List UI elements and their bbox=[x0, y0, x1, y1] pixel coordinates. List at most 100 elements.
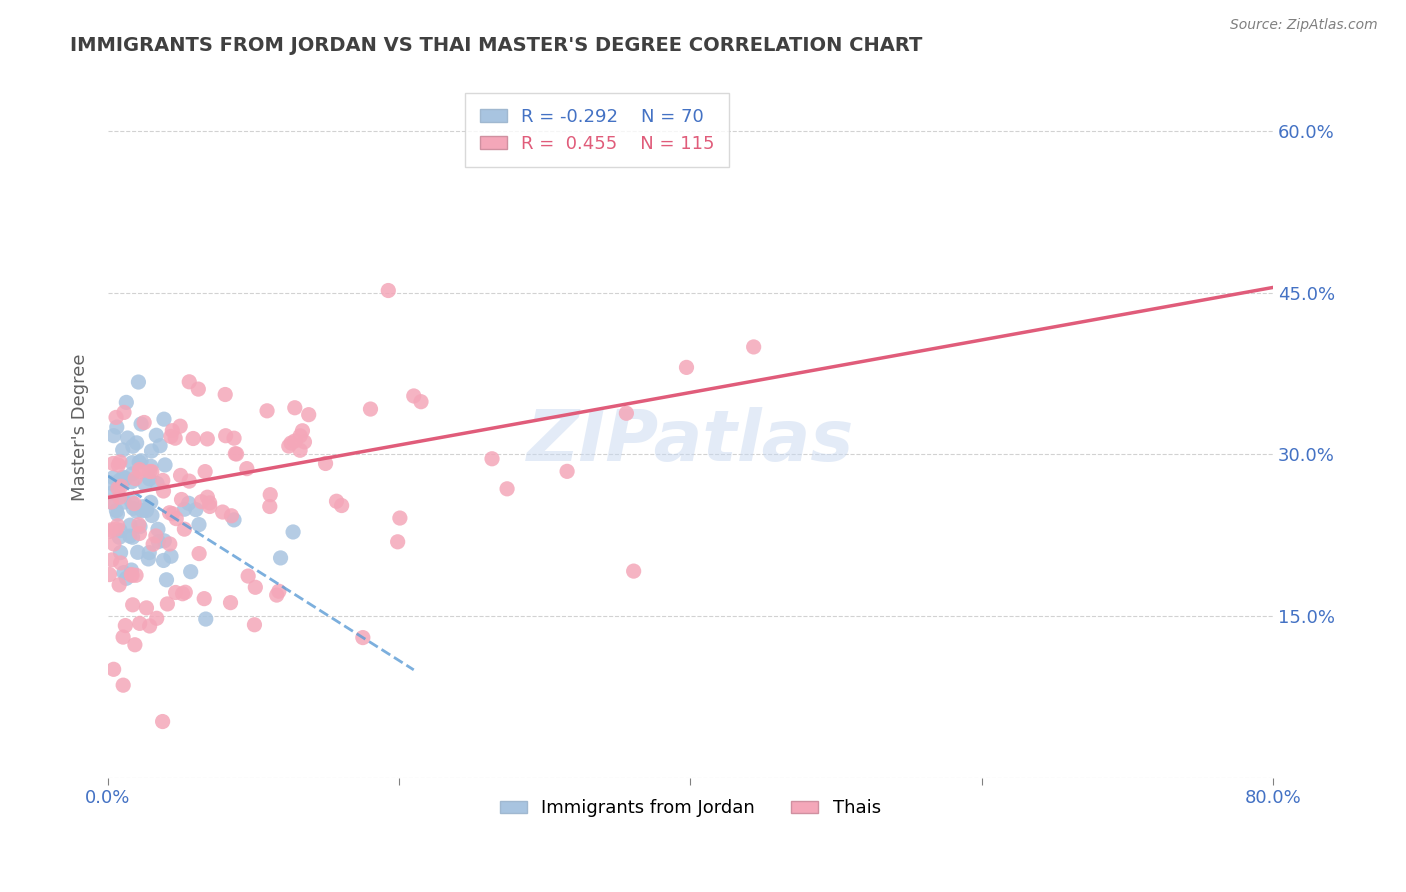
Thais bbox=[409, 394, 432, 409]
Thais bbox=[238, 569, 260, 583]
Immigrants from Jordan bbox=[105, 503, 128, 517]
Thais bbox=[291, 424, 314, 438]
Immigrants from Jordan bbox=[121, 530, 143, 544]
Immigrants from Jordan bbox=[117, 431, 139, 445]
Immigrants from Jordan bbox=[155, 573, 177, 587]
Thais bbox=[129, 465, 152, 479]
Immigrants from Jordan bbox=[122, 501, 145, 516]
Immigrants from Jordan bbox=[281, 524, 304, 539]
Immigrants from Jordan bbox=[110, 545, 132, 559]
Thais bbox=[188, 547, 211, 561]
Text: IMMIGRANTS FROM JORDAN VS THAI MASTER'S DEGREE CORRELATION CHART: IMMIGRANTS FROM JORDAN VS THAI MASTER'S … bbox=[70, 36, 922, 54]
Thais bbox=[124, 638, 146, 652]
Thais bbox=[222, 431, 245, 445]
Thais bbox=[100, 523, 122, 537]
Thais bbox=[243, 617, 266, 632]
Thais bbox=[194, 465, 217, 479]
Immigrants from Jordan bbox=[100, 475, 122, 490]
Thais bbox=[198, 500, 221, 514]
Thais bbox=[742, 340, 765, 354]
Thais bbox=[193, 591, 215, 606]
Thais bbox=[101, 457, 124, 471]
Thais bbox=[284, 434, 307, 448]
Immigrants from Jordan bbox=[112, 566, 135, 580]
Immigrants from Jordan bbox=[184, 502, 207, 516]
Immigrants from Jordan bbox=[139, 459, 162, 474]
Thais bbox=[165, 585, 187, 599]
Thais bbox=[162, 424, 184, 438]
Immigrants from Jordan bbox=[153, 533, 176, 548]
Thais bbox=[142, 537, 165, 551]
Immigrants from Jordan bbox=[146, 522, 169, 536]
Immigrants from Jordan bbox=[108, 524, 131, 538]
Thais bbox=[245, 580, 267, 594]
Immigrants from Jordan bbox=[132, 500, 155, 514]
Thais bbox=[179, 474, 201, 488]
Thais bbox=[107, 518, 129, 533]
Immigrants from Jordan bbox=[115, 571, 138, 585]
Immigrants from Jordan bbox=[103, 428, 125, 442]
Immigrants from Jordan bbox=[125, 504, 148, 518]
Thais bbox=[187, 382, 209, 396]
Immigrants from Jordan bbox=[112, 470, 135, 484]
Thais bbox=[224, 447, 246, 461]
Thais bbox=[165, 511, 187, 525]
Thais bbox=[172, 587, 194, 601]
Thais bbox=[108, 578, 131, 592]
Immigrants from Jordan bbox=[129, 519, 152, 533]
Immigrants from Jordan bbox=[152, 553, 174, 567]
Immigrants from Jordan bbox=[129, 417, 152, 431]
Immigrants from Jordan bbox=[134, 477, 156, 491]
Thais bbox=[174, 585, 197, 599]
Immigrants from Jordan bbox=[138, 552, 160, 566]
Thais bbox=[197, 490, 219, 504]
Thais bbox=[128, 526, 150, 541]
Thais bbox=[214, 387, 236, 401]
Immigrants from Jordan bbox=[148, 534, 170, 549]
Immigrants from Jordan bbox=[101, 486, 124, 500]
Immigrants from Jordan bbox=[108, 474, 131, 488]
Immigrants from Jordan bbox=[129, 454, 152, 468]
Thais bbox=[267, 584, 290, 599]
Thais bbox=[195, 432, 218, 446]
Thais bbox=[103, 662, 125, 676]
Immigrants from Jordan bbox=[153, 458, 176, 472]
Thais bbox=[377, 284, 399, 298]
Thais bbox=[266, 588, 288, 602]
Thais bbox=[145, 529, 167, 543]
Thais bbox=[156, 597, 179, 611]
Thais bbox=[121, 568, 143, 582]
Immigrants from Jordan bbox=[121, 467, 143, 481]
Thais bbox=[219, 596, 242, 610]
Thais bbox=[160, 429, 183, 443]
Thais bbox=[387, 534, 409, 549]
Immigrants from Jordan bbox=[177, 496, 200, 510]
Thais bbox=[315, 457, 337, 471]
Thais bbox=[128, 462, 150, 476]
Immigrants from Jordan bbox=[103, 471, 125, 485]
Thais bbox=[294, 434, 316, 449]
Thais bbox=[481, 451, 503, 466]
Thais bbox=[616, 406, 638, 420]
Thais bbox=[152, 714, 174, 729]
Thais bbox=[288, 429, 311, 443]
Thais bbox=[169, 468, 191, 483]
Thais bbox=[225, 447, 247, 461]
Immigrants from Jordan bbox=[107, 507, 129, 521]
Thais bbox=[330, 499, 353, 513]
Immigrants from Jordan bbox=[108, 530, 131, 544]
Thais bbox=[110, 479, 132, 493]
Immigrants from Jordan bbox=[145, 428, 167, 442]
Thais bbox=[98, 524, 121, 539]
Thais bbox=[360, 402, 382, 417]
Immigrants from Jordan bbox=[146, 476, 169, 491]
Text: Source: ZipAtlas.com: Source: ZipAtlas.com bbox=[1230, 18, 1378, 32]
Thais bbox=[198, 496, 221, 510]
Thais bbox=[190, 495, 212, 509]
Thais bbox=[122, 497, 145, 511]
Thais bbox=[124, 472, 146, 486]
Immigrants from Jordan bbox=[139, 495, 162, 509]
Thais bbox=[170, 492, 193, 507]
Thais bbox=[284, 401, 307, 415]
Thais bbox=[280, 436, 302, 450]
